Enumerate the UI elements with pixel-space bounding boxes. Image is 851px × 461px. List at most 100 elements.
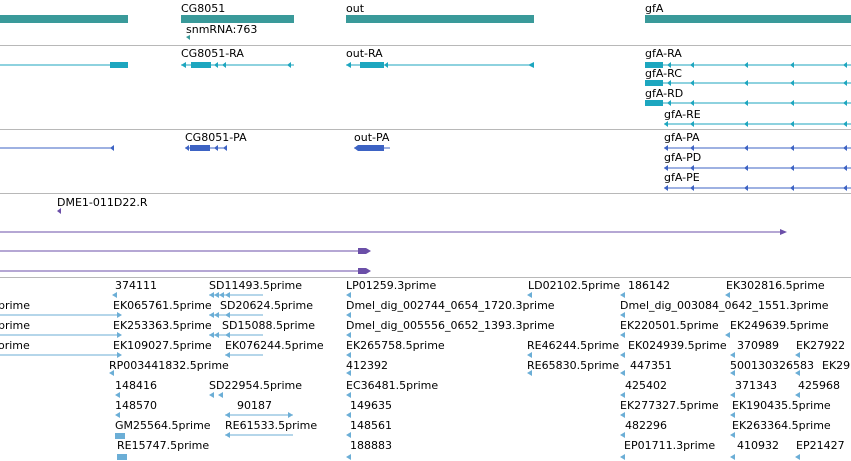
est-glyph[interactable] — [225, 412, 293, 418]
est-glyph[interactable] — [117, 454, 127, 460]
est-glyph[interactable] — [209, 332, 263, 338]
est-glyph[interactable] — [795, 392, 800, 398]
est-glyph[interactable] — [795, 352, 800, 358]
est-glyph[interactable] — [209, 392, 223, 398]
est-glyph[interactable] — [115, 412, 120, 418]
transcript-glyph-gfa-re[interactable] — [664, 121, 851, 127]
clone-glyph[interactable] — [0, 268, 371, 274]
clone-glyph-dme1[interactable] — [57, 208, 61, 214]
est-glyph[interactable] — [795, 454, 800, 460]
est-label: RE61533.5prime — [225, 419, 317, 432]
est-glyph[interactable] — [725, 292, 730, 298]
clone-glyph[interactable] — [0, 248, 371, 254]
gene-glyph[interactable] — [0, 15, 128, 23]
est-label: Dmel_dig_002744_0654_1720.3prime — [346, 299, 555, 312]
est-label: 482296 — [625, 419, 667, 432]
transcript-glyph-out-ra[interactable] — [346, 62, 534, 68]
est-label: prime — [0, 299, 30, 312]
est-glyph[interactable] — [115, 433, 125, 439]
est-label: EK109027.5prime — [113, 339, 212, 352]
est-label: EP21427 — [796, 439, 845, 452]
est-glyph[interactable] — [346, 312, 351, 318]
est-glyph[interactable] — [730, 370, 735, 376]
transcript-glyph[interactable] — [0, 62, 128, 68]
est-label: EK220501.5prime — [620, 319, 719, 332]
est-label: LD02102.5prime — [528, 279, 620, 292]
est-glyph[interactable] — [620, 412, 625, 418]
est-glyph[interactable] — [346, 332, 351, 338]
protein-glyph-gfa-pd[interactable] — [664, 165, 851, 171]
protein-glyph-gfa-pa[interactable] — [664, 145, 851, 151]
clone-track — [0, 208, 787, 274]
est-label: EK076244.5prime — [225, 339, 324, 352]
est-glyph[interactable] — [725, 332, 730, 338]
est-label: SD11493.5prime — [209, 279, 302, 292]
est-label: 371343 — [735, 379, 777, 392]
est-glyph[interactable] — [730, 412, 735, 418]
est-glyph[interactable] — [209, 312, 263, 318]
est-glyph[interactable] — [109, 370, 114, 376]
est-glyph[interactable] — [730, 454, 735, 460]
protein-glyph-cg8051-pa[interactable] — [185, 145, 227, 151]
clone-glyph[interactable] — [0, 229, 787, 235]
protein-glyph-gfa-pe[interactable] — [664, 185, 851, 191]
est-glyph[interactable] — [346, 292, 351, 298]
est-glyph[interactable] — [346, 370, 351, 376]
gene-label: out — [346, 2, 365, 15]
est-glyph[interactable] — [346, 352, 351, 358]
est-glyph[interactable] — [620, 392, 625, 398]
est-label: EK065761.5prime — [113, 299, 212, 312]
est-label: EK277327.5prime — [620, 399, 719, 412]
est-glyph[interactable] — [527, 292, 532, 298]
est-glyph[interactable] — [620, 352, 625, 358]
est-label: 148416 — [115, 379, 157, 392]
est-glyph[interactable] — [0, 332, 122, 338]
est-glyph[interactable] — [620, 454, 625, 460]
est-label: Dmel_dig_003084_0642_1551.3prime — [620, 299, 829, 312]
gene-glyph-gfa[interactable] — [645, 15, 851, 23]
est-glyph[interactable] — [0, 352, 122, 358]
est-glyph[interactable] — [225, 352, 263, 358]
est-glyph[interactable] — [112, 292, 117, 298]
transcript-label: gfA-RE — [664, 108, 701, 121]
est-labels: 374111 SD11493.5prime LP01259.3prime LD0… — [0, 279, 850, 452]
est-glyph[interactable] — [346, 454, 351, 460]
gene-label: CG8051 — [181, 2, 225, 15]
transcript-glyph-cg8051-ra[interactable] — [181, 62, 294, 68]
est-glyph[interactable] — [209, 292, 263, 298]
transcript-glyph-gfa-ra[interactable] — [645, 62, 851, 68]
est-glyph[interactable] — [225, 432, 293, 438]
est-glyph[interactable] — [346, 392, 351, 398]
transcript-glyph-gfa-rc[interactable] — [645, 80, 851, 86]
est-glyph[interactable] — [620, 332, 625, 338]
transcript-label: out-RA — [346, 47, 383, 60]
est-glyph[interactable] — [527, 352, 532, 358]
est-glyph[interactable] — [527, 370, 532, 376]
est-label: 148570 — [115, 399, 157, 412]
est-glyph[interactable] — [115, 392, 120, 398]
est-label: SD15088.5prime — [222, 319, 315, 332]
est-label: 149635 — [350, 399, 392, 412]
est-glyph[interactable] — [620, 292, 625, 298]
est-glyph[interactable] — [346, 412, 351, 418]
est-glyph[interactable] — [730, 352, 735, 358]
protein-glyph[interactable] — [0, 145, 114, 151]
est-glyph[interactable] — [620, 312, 625, 318]
gene-glyph-cg8051[interactable] — [181, 15, 294, 23]
est-glyph[interactable] — [620, 432, 625, 438]
gene-glyph-out[interactable] — [346, 15, 534, 23]
est-glyph[interactable] — [620, 370, 625, 376]
protein-label: gfA-PE — [664, 171, 700, 184]
protein-glyph-out-pa[interactable] — [354, 145, 390, 151]
est-glyph[interactable] — [730, 392, 735, 398]
gene-glyph-snmrna[interactable] — [186, 35, 190, 40]
est-glyph[interactable] — [795, 370, 800, 376]
est-glyph[interactable] — [0, 312, 122, 318]
transcript-label: CG8051-RA — [181, 47, 244, 60]
est-glyph[interactable] — [730, 432, 735, 438]
est-label: 410932 — [737, 439, 779, 452]
est-glyph[interactable] — [346, 432, 351, 438]
transcript-glyph-gfa-rd[interactable] — [645, 100, 851, 106]
